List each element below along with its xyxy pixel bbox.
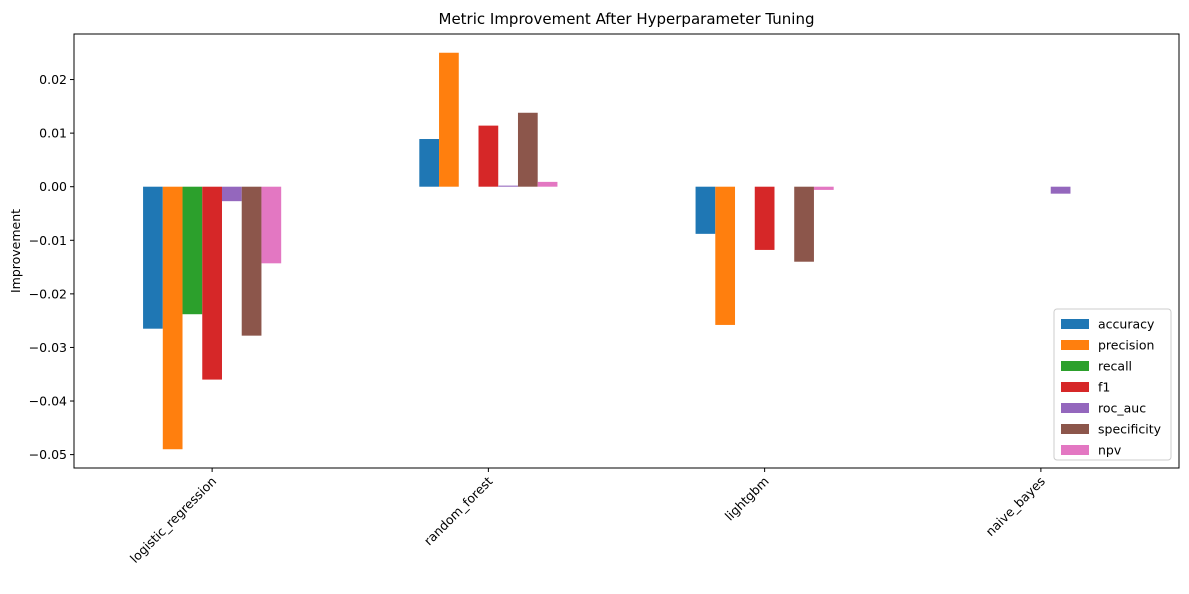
legend-swatch-specificity: [1061, 424, 1089, 434]
bar-f1-lightgbm: [754, 186, 775, 250]
legend-label-precision: precision: [1098, 338, 1154, 353]
bar-f1-random_forest: [478, 125, 499, 187]
legend-label-accuracy: accuracy: [1098, 317, 1155, 332]
legend: accuracy precision recall f1 roc_auc specific…: [1053, 308, 1172, 461]
bar-roc_auc-naive_bayes: [1050, 186, 1071, 194]
y-axis-label: Improvement: [8, 209, 23, 293]
y-tick-label: −0.04: [29, 394, 67, 409]
legend-swatch-roc_auc: [1061, 403, 1089, 413]
y-tick-label: −0.03: [29, 340, 67, 355]
legend-label-roc_auc: roc_auc: [1098, 401, 1146, 416]
bar-roc_auc-logistic_regression: [221, 186, 242, 202]
y-tick-label: 0.01: [39, 126, 67, 141]
bar-specificity-random_forest: [517, 112, 538, 187]
legend-swatch-npv: [1061, 445, 1089, 455]
bar-precision-random_forest: [439, 52, 459, 187]
bar-npv-random_forest: [537, 181, 558, 187]
bar-precision-lightgbm: [715, 186, 736, 325]
bar-npv-lightgbm: [813, 186, 834, 190]
legend-swatch-precision: [1061, 340, 1089, 350]
x-tick-label: lightgbm: [722, 474, 772, 524]
chart-title: Metric Improvement After Hyperparameter …: [439, 10, 815, 28]
bar-roc_auc-random_forest: [498, 185, 518, 187]
legend-label-npv: npv: [1098, 443, 1122, 458]
bar-specificity-lightgbm: [794, 186, 814, 262]
x-tick-label: logistic_regression: [127, 474, 219, 566]
y-tick-label: −0.05: [29, 447, 67, 462]
legend-label-f1: f1: [1098, 380, 1110, 395]
legend-swatch-f1: [1061, 382, 1089, 392]
plot-frame: [73, 33, 1180, 469]
bar-specificity-logistic_regression: [241, 186, 262, 336]
bar-accuracy-random_forest: [419, 139, 440, 187]
bar-accuracy-logistic_regression: [143, 186, 163, 329]
legend-swatch-accuracy: [1061, 319, 1089, 329]
legend-label-recall: recall: [1098, 359, 1132, 374]
x-tick-label: random_forest: [421, 473, 496, 548]
bars: [143, 52, 1071, 450]
y-tick-label: 0.02: [39, 72, 67, 87]
bar-accuracy-lightgbm: [695, 186, 716, 234]
bar-precision-logistic_regression: [162, 186, 183, 450]
bar-f1-logistic_regression: [202, 186, 222, 380]
y-tick-label: −0.02: [29, 286, 67, 301]
legend-label-specificity: specificity: [1098, 422, 1162, 437]
x-tick-label: naive_bayes: [983, 474, 1048, 539]
y-tick-label: 0.00: [39, 179, 67, 194]
y-tick-label: −0.01: [29, 233, 67, 248]
x-axis: logistic_regression random_forest lightgbm…: [127, 468, 1048, 566]
y-axis: −0.05 −0.04 −0.03 −0.02 −0.01 0.00 0.01 0.02: [29, 72, 74, 462]
legend-swatch-recall: [1061, 361, 1089, 371]
bar-npv-logistic_regression: [261, 186, 282, 264]
bar-recall-logistic_regression: [182, 186, 203, 315]
